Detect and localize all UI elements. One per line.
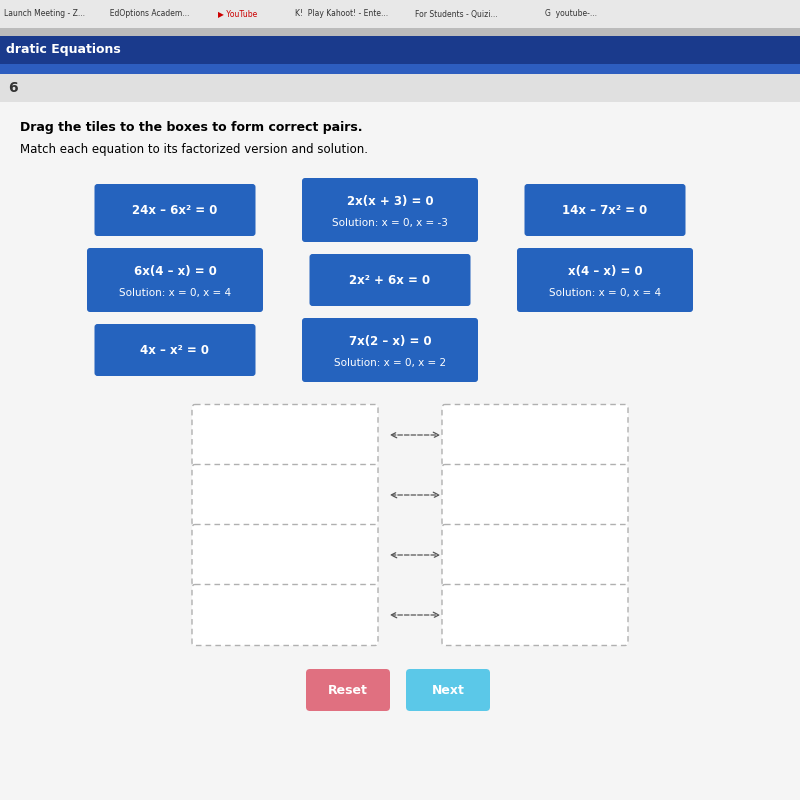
Text: 2x² + 6x = 0: 2x² + 6x = 0 <box>350 274 430 286</box>
Text: Solution: x = 0, x = -3: Solution: x = 0, x = -3 <box>332 218 448 228</box>
Text: Next: Next <box>431 683 465 697</box>
FancyBboxPatch shape <box>0 36 800 64</box>
FancyBboxPatch shape <box>0 0 800 28</box>
Text: Drag the tiles to the boxes to form correct pairs.: Drag the tiles to the boxes to form corr… <box>20 122 362 134</box>
Text: For Students - Quizi...: For Students - Quizi... <box>415 10 498 18</box>
FancyBboxPatch shape <box>525 184 686 236</box>
Text: Solution: x = 0, x = 4: Solution: x = 0, x = 4 <box>119 288 231 298</box>
FancyBboxPatch shape <box>442 585 628 646</box>
Text: 6x(4 – x) = 0: 6x(4 – x) = 0 <box>134 265 217 278</box>
FancyBboxPatch shape <box>306 669 390 711</box>
FancyBboxPatch shape <box>442 465 628 526</box>
Text: 2x(x + 3) = 0: 2x(x + 3) = 0 <box>346 194 434 208</box>
Text: dratic Equations: dratic Equations <box>6 43 121 57</box>
Text: Reset: Reset <box>328 683 368 697</box>
Text: Solution: x = 0, x = 2: Solution: x = 0, x = 2 <box>334 358 446 368</box>
FancyBboxPatch shape <box>192 465 378 526</box>
FancyBboxPatch shape <box>0 28 800 36</box>
FancyBboxPatch shape <box>94 184 255 236</box>
Text: 6: 6 <box>8 81 18 95</box>
Text: ▶ YouTube: ▶ YouTube <box>218 10 258 18</box>
FancyBboxPatch shape <box>192 585 378 646</box>
Text: 24x – 6x² = 0: 24x – 6x² = 0 <box>132 203 218 217</box>
Text: EdOptions Academ...: EdOptions Academ... <box>105 10 190 18</box>
FancyBboxPatch shape <box>517 248 693 312</box>
Text: G  youtube-...: G youtube-... <box>545 10 597 18</box>
Text: 7x(2 – x) = 0: 7x(2 – x) = 0 <box>349 334 431 348</box>
FancyBboxPatch shape <box>87 248 263 312</box>
FancyBboxPatch shape <box>0 102 800 800</box>
Text: Match each equation to its factorized version and solution.: Match each equation to its factorized ve… <box>20 143 368 157</box>
Text: Solution: x = 0, x = 4: Solution: x = 0, x = 4 <box>549 288 661 298</box>
FancyBboxPatch shape <box>0 64 800 74</box>
FancyBboxPatch shape <box>310 254 470 306</box>
FancyBboxPatch shape <box>442 525 628 586</box>
Text: 14x – 7x² = 0: 14x – 7x² = 0 <box>562 203 648 217</box>
FancyBboxPatch shape <box>302 318 478 382</box>
FancyBboxPatch shape <box>192 525 378 586</box>
Text: Launch Meeting - Z...: Launch Meeting - Z... <box>4 10 85 18</box>
Text: K!  Play Kahoot! - Ente...: K! Play Kahoot! - Ente... <box>295 10 388 18</box>
FancyBboxPatch shape <box>442 405 628 466</box>
FancyBboxPatch shape <box>192 405 378 466</box>
FancyBboxPatch shape <box>94 324 255 376</box>
FancyBboxPatch shape <box>406 669 490 711</box>
FancyBboxPatch shape <box>302 178 478 242</box>
Text: x(4 – x) = 0: x(4 – x) = 0 <box>568 265 642 278</box>
Text: 4x – x² = 0: 4x – x² = 0 <box>141 343 210 357</box>
FancyBboxPatch shape <box>0 74 800 102</box>
